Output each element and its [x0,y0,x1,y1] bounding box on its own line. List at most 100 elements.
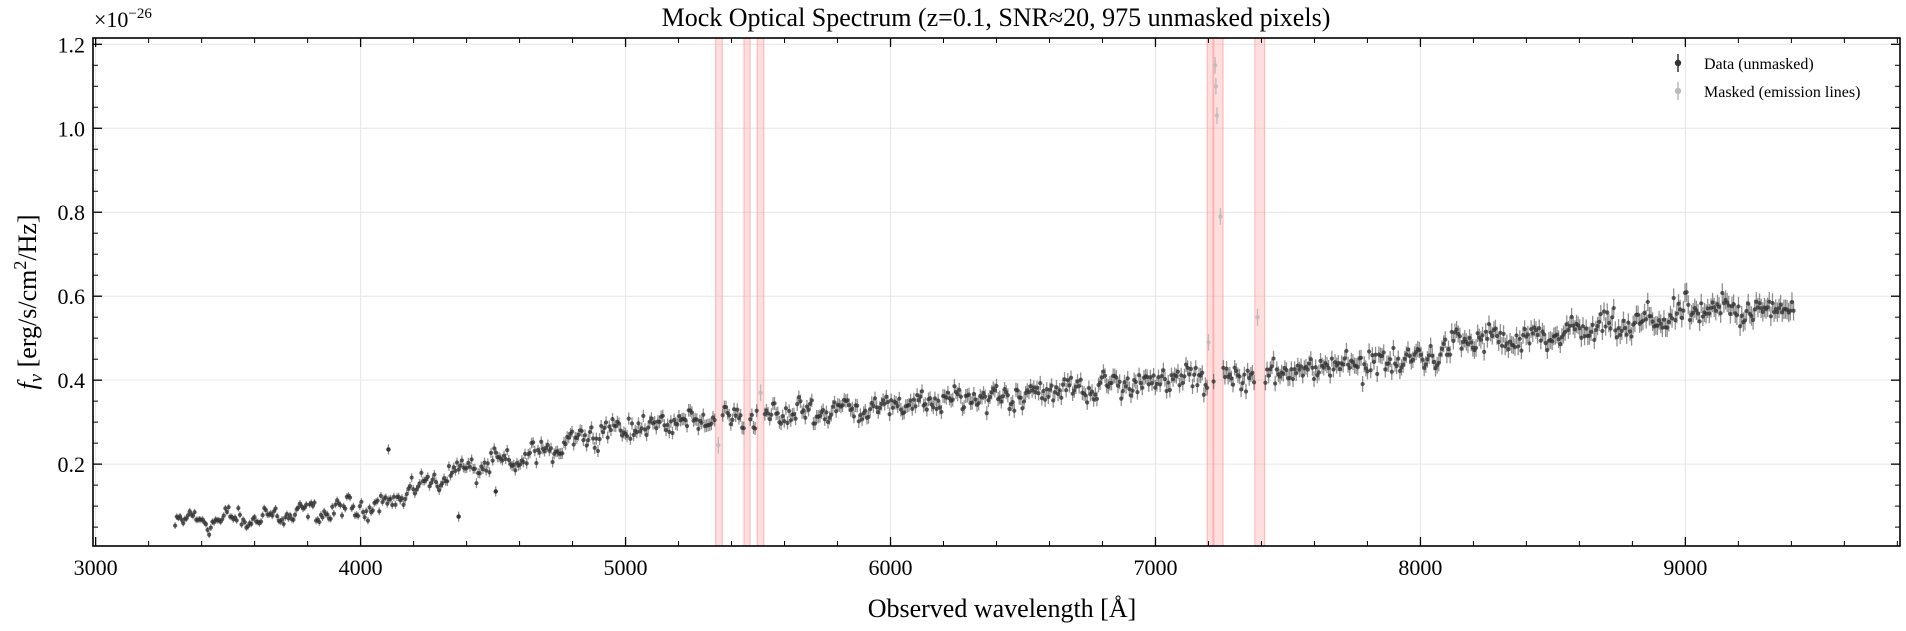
data-point-marker [1190,384,1195,389]
data-point-marker [1669,316,1675,321]
data-point-marker [855,403,860,408]
data-point [1388,351,1393,368]
data-point-marker [1473,345,1479,351]
data-point-marker [1482,349,1487,355]
data-point [1791,301,1796,321]
mask-region [1254,37,1266,547]
data-point [1579,328,1584,347]
data-point-marker [417,481,422,486]
data-point-marker [1211,379,1216,384]
data-point-marker [207,532,212,537]
data-point [608,423,614,437]
data-point-marker [738,413,743,418]
data-point-marker [477,471,482,476]
data-point [281,520,286,528]
data-point-marker [1396,356,1401,361]
data-point-marker [484,468,489,473]
data-point-marker [1117,379,1122,384]
data-point-marker [474,481,479,486]
data-point-marker [548,446,554,451]
data-point [1068,370,1074,386]
tick-labels: 3000 4000 5000 6000 7000 8000 9000 0.2 0.4 0.6 0.8… [58,32,1708,580]
data-point [1316,364,1321,381]
data-point-marker [467,464,473,469]
data-point [1182,368,1187,384]
data-point-marker [1501,331,1506,336]
data-point-marker [242,520,247,525]
data-point-marker [1243,389,1249,394]
data-point-marker [932,396,938,401]
masked-points [716,56,1260,454]
data-point-marker [919,389,925,394]
outlier-point [386,444,391,455]
data-point-marker [603,420,609,425]
data-point-marker [1514,333,1519,338]
data-point [1381,344,1386,361]
data-point [670,426,675,440]
data-point [1177,377,1182,393]
data-point [1684,282,1689,302]
data-point-marker [560,451,565,456]
data-point-marker [1697,319,1702,324]
data-point-marker [832,400,837,405]
data-point [472,463,477,474]
data-point-marker [1237,374,1242,379]
data-point [1681,301,1686,321]
data-point-marker [488,450,494,456]
data-point-marker [1499,343,1505,348]
data-point [432,470,437,480]
data-point [236,504,241,512]
data-point [226,503,231,511]
data-point [1125,370,1130,386]
data-point [192,508,197,516]
data-point [425,472,430,482]
outlier-point [456,511,461,522]
data-point-marker [1005,393,1010,398]
data-point [1175,364,1181,380]
data-point [399,494,405,503]
data-point-marker [1140,385,1145,390]
outlier-marker [493,489,498,494]
data-point [636,417,641,430]
data-point-marker [550,459,555,465]
data-point [1375,365,1380,383]
data-point [769,408,774,422]
data-point [727,408,732,422]
data-point-marker [782,419,787,424]
data-point-marker [383,495,388,500]
data-point-marker [769,412,774,417]
data-point [571,438,576,451]
data-point [641,409,646,423]
data-point [594,432,599,445]
data-point [634,426,639,439]
data-point [1038,375,1043,391]
data-point-marker [594,436,599,441]
data-point-marker [1608,326,1613,331]
data-point-marker [1579,335,1584,340]
data-point-marker [338,503,343,508]
data-point [1201,387,1206,403]
data-point-marker [785,420,790,426]
data-point [1064,382,1069,398]
data-point [1473,339,1479,357]
data-point-marker [404,491,409,497]
data-point-marker [1195,383,1200,388]
data-point-marker [628,436,633,441]
data-point-marker [699,420,704,425]
data-point-marker [453,468,458,473]
data-point [1251,374,1257,391]
data-point [485,458,490,469]
data-point [1598,304,1603,324]
data-point [362,513,367,522]
data-point-marker [579,428,584,434]
data-point [249,520,254,528]
data-point [1221,360,1226,376]
x-tick-label: 5000 [604,555,648,580]
data-point-marker [910,406,915,411]
data-point [579,425,584,437]
data-point-marker [275,514,280,519]
data-point [1396,350,1401,367]
data-point [330,503,335,511]
data-point [910,401,915,416]
data-point [1686,295,1691,315]
